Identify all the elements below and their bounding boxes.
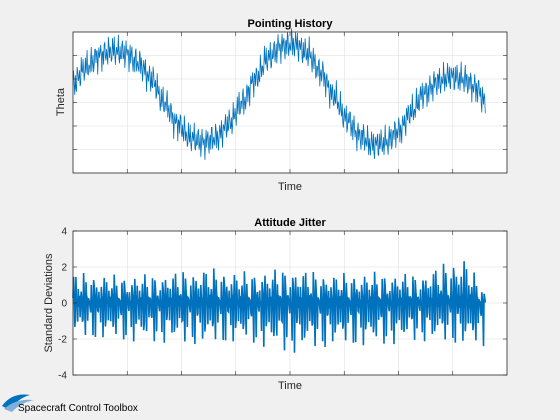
branding-text: Spacecraft Control Toolbox	[18, 403, 138, 414]
attitude-jitter-line	[72, 261, 487, 353]
attitude-jitter-ticks: -4 -2 0 2 4	[58, 227, 507, 382]
attitude-jitter-xlabel: Time	[278, 380, 302, 392]
pointing-history-ylabel: Theta	[55, 87, 67, 116]
attitude-jitter-axes: -4 -2 0 2 4 Attitude Jitter Time Standard De…	[43, 217, 508, 392]
pointing-history-title: Pointing History	[248, 18, 334, 30]
pointing-history-axes: Pointing History Time Theta	[55, 18, 508, 193]
pointing-history-xlabel: Time	[278, 181, 302, 193]
y-tick-label: 4	[61, 227, 67, 238]
y-tick-label: 2	[61, 263, 67, 274]
attitude-jitter-title: Attitude Jitter	[254, 217, 326, 229]
pointing-history-ticks	[73, 32, 507, 173]
y-tick-label: -2	[58, 335, 67, 346]
y-tick-label: -4	[58, 371, 67, 382]
pointing-history-line	[72, 28, 486, 160]
branding: Spacecraft Control Toolbox	[2, 394, 138, 414]
toolbox-logo-icon	[2, 394, 34, 412]
y-tick-label: 0	[61, 299, 67, 310]
attitude-jitter-ylabel: Standard Deviations	[43, 253, 55, 353]
